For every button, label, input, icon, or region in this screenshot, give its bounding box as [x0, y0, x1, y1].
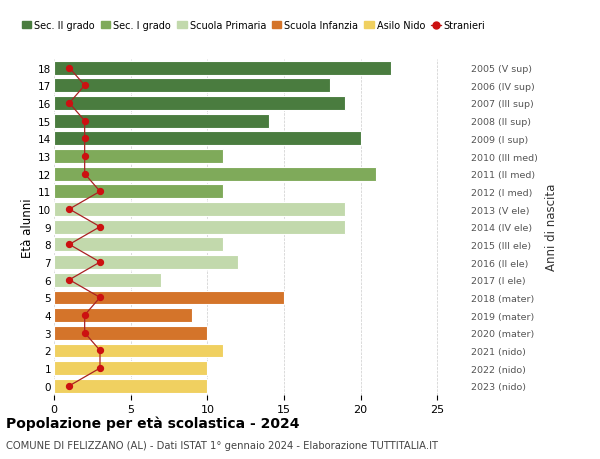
Bar — [54, 256, 238, 269]
Bar — [54, 203, 346, 217]
Bar — [54, 361, 208, 375]
Bar — [54, 308, 192, 322]
Bar — [54, 114, 269, 128]
Point — [80, 118, 89, 125]
Point — [65, 100, 74, 107]
Point — [65, 382, 74, 390]
Bar — [54, 344, 223, 358]
Point — [80, 171, 89, 178]
Point — [95, 294, 105, 302]
Point — [95, 364, 105, 372]
Text: COMUNE DI FELIZZANO (AL) - Dati ISTAT 1° gennaio 2024 - Elaborazione TUTTITALIA.: COMUNE DI FELIZZANO (AL) - Dati ISTAT 1°… — [6, 440, 438, 450]
Text: Popolazione per età scolastica - 2024: Popolazione per età scolastica - 2024 — [6, 415, 299, 430]
Bar — [54, 132, 361, 146]
Bar — [54, 79, 330, 93]
Legend: Sec. II grado, Sec. I grado, Scuola Primaria, Scuola Infanzia, Asilo Nido, Stran: Sec. II grado, Sec. I grado, Scuola Prim… — [22, 21, 485, 31]
Bar — [54, 326, 208, 340]
Point — [95, 224, 105, 231]
Bar — [54, 291, 284, 305]
Y-axis label: Anni di nascita: Anni di nascita — [545, 184, 557, 271]
Bar — [54, 97, 346, 111]
Bar — [54, 168, 376, 181]
Point — [95, 188, 105, 196]
Bar — [54, 185, 223, 199]
Point — [95, 259, 105, 266]
Point — [80, 330, 89, 337]
Y-axis label: Età alunni: Età alunni — [21, 197, 34, 257]
Bar — [54, 220, 346, 234]
Point — [95, 347, 105, 354]
Bar — [54, 62, 391, 75]
Point — [65, 65, 74, 72]
Point — [65, 206, 74, 213]
Point — [65, 241, 74, 248]
Bar — [54, 238, 223, 252]
Bar — [54, 273, 161, 287]
Point — [80, 312, 89, 319]
Point — [80, 83, 89, 90]
Point — [80, 135, 89, 143]
Point — [80, 153, 89, 160]
Point — [65, 276, 74, 284]
Bar — [54, 379, 208, 393]
Bar — [54, 150, 223, 163]
